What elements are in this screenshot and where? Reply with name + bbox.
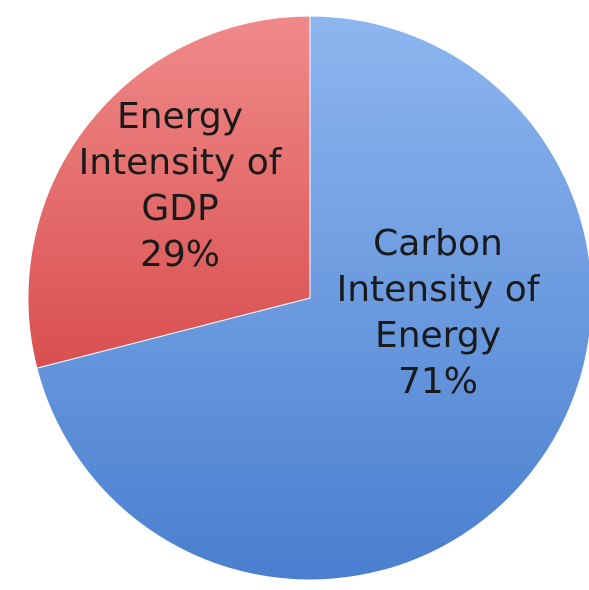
- slice-category-label: Intensity of: [79, 142, 283, 183]
- slice-category-label: Energy: [117, 96, 243, 137]
- slice-category-label: Energy: [375, 315, 501, 356]
- slice-value-label: 71%: [398, 361, 478, 402]
- slice-value-label: 29%: [140, 234, 220, 275]
- pie-slice-energy-intensity: [27, 15, 311, 369]
- pie-slice-carbon-intensity: [36, 15, 589, 581]
- slice-category-label: GDP: [141, 188, 218, 229]
- slice-category-label: Intensity of: [337, 269, 541, 310]
- slice-category-label: Carbon: [373, 223, 503, 264]
